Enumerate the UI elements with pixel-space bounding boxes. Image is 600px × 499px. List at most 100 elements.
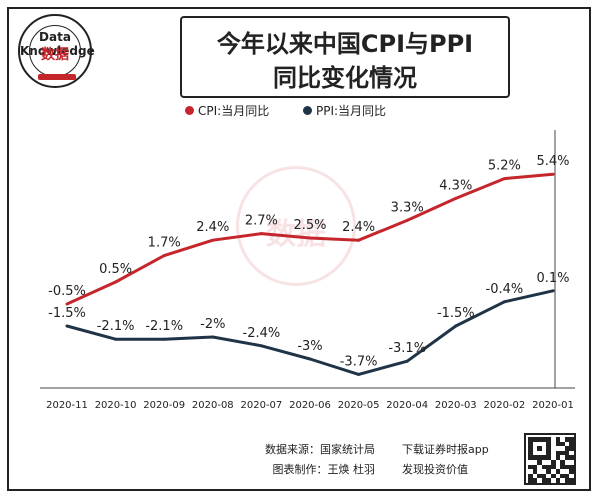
qr-cell [564, 473, 570, 479]
qr-cell [560, 464, 565, 470]
logo-top-text: Data Knowledge [20, 30, 95, 58]
qr-cell [528, 473, 533, 479]
qr-cell [569, 437, 574, 442]
cpi-data-point [405, 218, 409, 222]
cpi-data-label: 0.5% [99, 262, 132, 277]
logo-main-text: 数据 [41, 47, 69, 63]
qr-cell [537, 460, 542, 465]
qr-cell [555, 441, 561, 447]
cpi-data-point [454, 196, 458, 200]
qr-cell [528, 450, 533, 456]
ppi-data-point [308, 357, 312, 361]
qr-cell [528, 464, 533, 470]
legend-ppi-label: PPI:当月同比 [316, 104, 387, 118]
qr-cell [555, 478, 561, 483]
ppi-data-point [454, 324, 458, 328]
qr-cell [532, 469, 538, 474]
footer-credits: 数据来源：国家统计局 图表制作：王焕 杜羽 [185, 440, 375, 480]
qr-cell [564, 446, 570, 451]
qr-cell [569, 441, 574, 447]
qr-cell [546, 455, 551, 460]
legend-cpi-marker [185, 106, 194, 115]
qr-cell [532, 464, 538, 470]
qr-cell [537, 455, 542, 460]
qr-cell [537, 437, 542, 442]
x-tick-label: 2020-06 [289, 400, 331, 411]
qr-cell [569, 446, 574, 451]
qr-cell [564, 455, 570, 460]
cpi-data-label: 2.4% [342, 220, 375, 235]
qr-cell [560, 460, 565, 465]
ppi-data-label: -3% [297, 339, 322, 354]
ppi-data-label: -2.1% [97, 319, 135, 334]
qr-cell [528, 478, 533, 483]
x-tick-label: 2020-04 [386, 400, 428, 411]
x-tick-label: 2020-01 [532, 400, 574, 411]
legend: CPI:当月同比 PPI:当月同比 [185, 102, 425, 122]
ppi-data-label: -2.4% [243, 326, 281, 341]
source-label: 数据来源：国家统计局 [265, 443, 375, 456]
qr-cell [569, 455, 574, 460]
qr-cell [541, 455, 547, 460]
watermark-seal: 数据 [236, 166, 356, 286]
qr-cell [541, 437, 547, 442]
cpi-data-label: 3.3% [391, 200, 424, 215]
cpi-data-point [65, 302, 69, 306]
ppi-data-label: -0.4% [486, 282, 524, 297]
cpi-data-point [259, 232, 263, 236]
chart-title-line1: 今年以来中国CPI与PPI [216, 30, 474, 58]
qr-cell [541, 478, 547, 483]
ppi-data-label: -1.5% [48, 306, 86, 321]
x-tick-label: 2020-05 [338, 400, 380, 411]
cpi-data-label: 2.5% [293, 218, 326, 233]
cpi-data-label: 5.2% [488, 159, 521, 174]
ppi-data-point [405, 359, 409, 363]
qr-cell [551, 473, 556, 479]
qr-cell [528, 437, 533, 442]
cpi-data-point [502, 177, 506, 181]
ppi-data-point [357, 372, 361, 376]
qr-cell [546, 469, 551, 474]
qr-code[interactable] [524, 433, 576, 485]
qr-cell [564, 478, 570, 483]
ppi-data-label: 0.1% [536, 271, 569, 286]
cpi-data-label: -0.5% [48, 284, 86, 299]
line-chart: 2020-01 2020-02 2020-03 2020-04 2020-05 2020-… [40, 130, 575, 411]
cpi-data-point [211, 238, 215, 242]
qr-cell [546, 441, 551, 447]
ppi-data-label: -2% [200, 317, 225, 332]
qr-cell [564, 450, 570, 456]
ppi-data-point [65, 324, 69, 328]
cpi-data-label: 1.7% [148, 236, 181, 251]
qr-cell [541, 464, 547, 470]
x-tick-label: 2020-03 [435, 400, 477, 411]
qr-cell [546, 464, 551, 470]
ppi-data-label: -3.7% [340, 354, 378, 369]
qr-cell [569, 478, 574, 483]
qr-cell [546, 450, 551, 456]
app-sub: 发现投资价值 [402, 463, 468, 476]
x-tick-label: 2020-10 [95, 400, 137, 411]
ppi-data-point [551, 289, 555, 293]
qr-cell [555, 469, 561, 474]
x-tick-label: 2020-02 [484, 400, 526, 411]
cpi-data-point [551, 172, 555, 176]
cpi-data-point [357, 238, 361, 242]
ppi-series-line [66, 289, 554, 376]
cpi-data-point [162, 254, 166, 258]
qr-cell [555, 450, 561, 456]
qr-cell [537, 473, 542, 479]
qr-cell [551, 464, 556, 470]
qr-cell [546, 446, 551, 451]
cpi-data-label: 5.4% [536, 154, 569, 169]
ppi-data-point [162, 337, 166, 341]
cpi-data-point [308, 236, 312, 240]
qr-cell [528, 455, 533, 460]
chart-title-line2: 同比变化情况 [273, 64, 417, 92]
qr-cell [541, 473, 547, 479]
ppi-data-point [114, 337, 118, 341]
brand-logo: Data Knowledge 数据 [18, 14, 95, 88]
qr-cell [564, 437, 570, 442]
cpi-data-point [114, 280, 118, 284]
qr-cell [555, 455, 561, 460]
